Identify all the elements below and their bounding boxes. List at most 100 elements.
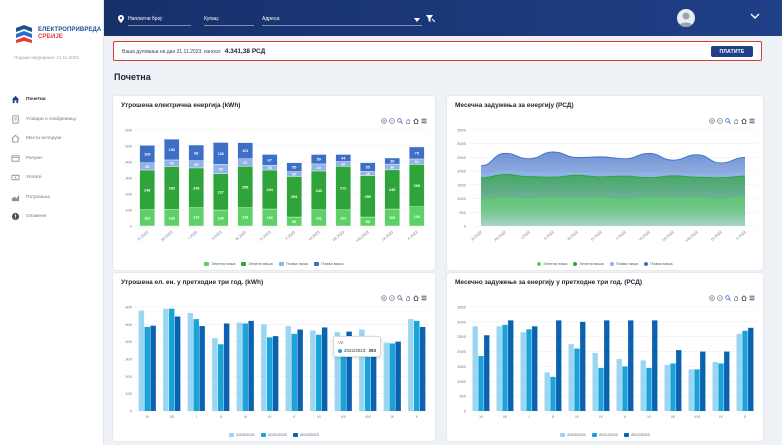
bar[interactable] [598,367,604,411]
bar[interactable] [199,326,205,411]
menu-icon[interactable] [421,295,427,301]
zoom-in-icon[interactable] [709,295,715,301]
zoom-out-icon[interactable] [389,295,395,301]
bar[interactable] [334,332,341,411]
bar[interactable] [748,327,754,411]
magnifier-icon[interactable] [397,118,403,124]
bar[interactable] [520,332,526,411]
bar[interactable] [502,324,508,411]
bar[interactable] [267,337,273,411]
pan-hand-icon[interactable] [405,295,411,301]
customer-field[interactable] [204,25,254,26]
bar[interactable] [169,308,175,411]
bar-segment[interactable] [286,162,303,172]
legend-item[interactable]: 2020/2021 [560,432,586,437]
bar[interactable] [389,343,395,411]
legend-item[interactable]: 2020/2021 [229,432,255,437]
pan-hand-icon[interactable] [405,118,411,124]
sidebar-item-home[interactable]: Почетна [0,90,104,110]
bar[interactable] [419,326,426,411]
magnifier-icon[interactable] [725,118,731,124]
legend-item[interactable]: 2021/2022 [261,432,287,437]
bar[interactable] [218,344,224,411]
account-number-field[interactable] [128,25,191,26]
bar-segment[interactable] [261,154,278,166]
legend-item[interactable]: 2022/2023 [292,432,319,437]
menu-icon[interactable] [421,118,427,124]
magnifier-icon[interactable] [725,295,731,301]
pan-hand-icon[interactable] [733,118,739,124]
bar[interactable] [174,316,181,411]
chevron-down-icon[interactable] [414,18,420,22]
sidebar-item-delivery-points[interactable]: Места испоруке [0,129,104,149]
legend-item[interactable]: Плава нижа [609,261,638,266]
legend-item[interactable]: Зелена нижа [537,261,567,266]
reset-home-icon[interactable] [741,295,747,301]
bar[interactable] [150,325,156,411]
series-line[interactable] [480,151,746,167]
legend-item[interactable]: Зелена виша [573,261,604,266]
bar[interactable] [193,319,199,411]
bar[interactable] [414,320,420,411]
sidebar-item-warnings[interactable]: Опомене [0,207,104,227]
bar[interactable] [718,363,724,411]
user-menu-chevron-icon[interactable] [750,12,760,20]
bar[interactable] [242,323,248,411]
legend-item[interactable]: Плава нижа [278,261,308,266]
bar[interactable] [592,353,598,411]
bar[interactable] [359,329,365,411]
bar[interactable] [484,335,490,411]
bar-segment[interactable] [188,144,205,161]
bar[interactable] [688,369,694,411]
bar[interactable] [138,310,145,411]
bar[interactable] [742,330,748,411]
bar[interactable] [340,342,346,411]
bar[interactable] [700,351,706,411]
zoom-out-icon[interactable] [389,118,395,124]
bar-segment[interactable] [163,138,180,161]
bar[interactable] [574,348,580,411]
legend-item[interactable]: Зелена нижа [204,261,235,266]
pay-button[interactable]: ПЛАТИТЕ [711,46,753,57]
legend-item[interactable]: Плава виша [313,261,344,266]
bar[interactable] [724,351,730,411]
bar[interactable] [291,333,297,411]
bar[interactable] [736,333,742,411]
bar[interactable] [532,326,538,411]
bar[interactable] [676,350,682,411]
bar[interactable] [544,372,550,411]
bar[interactable] [383,342,390,411]
bar[interactable] [163,308,169,411]
bar-segment[interactable] [384,157,401,165]
bar[interactable] [616,359,622,411]
legend-item[interactable]: 2021/2022 [592,432,618,437]
bar[interactable] [272,336,279,411]
bar[interactable] [144,326,150,411]
zoom-out-icon[interactable] [717,118,723,124]
bar[interactable] [652,320,658,411]
bar[interactable] [640,360,646,411]
bar[interactable] [664,364,670,411]
bar[interactable] [568,344,574,411]
bar[interactable] [297,329,303,411]
bar[interactable] [365,353,371,411]
legend-item[interactable]: 2022/2023 [623,432,650,437]
bar[interactable] [694,369,700,411]
bar[interactable] [478,356,484,411]
pan-hand-icon[interactable] [733,295,739,301]
bar[interactable] [622,366,628,411]
series-line[interactable] [480,170,746,175]
bar[interactable] [316,334,322,411]
bar[interactable] [712,361,718,411]
bar[interactable] [370,344,377,411]
bar[interactable] [628,320,634,411]
reset-home-icon[interactable] [413,295,419,301]
bar-segment[interactable] [408,146,425,160]
bar[interactable] [285,326,292,411]
bar[interactable] [395,341,401,411]
bar[interactable] [212,338,218,411]
bar[interactable] [580,321,586,411]
magnifier-icon[interactable] [397,295,403,301]
bar-segment[interactable] [310,154,327,165]
bar-segment[interactable] [212,142,229,165]
